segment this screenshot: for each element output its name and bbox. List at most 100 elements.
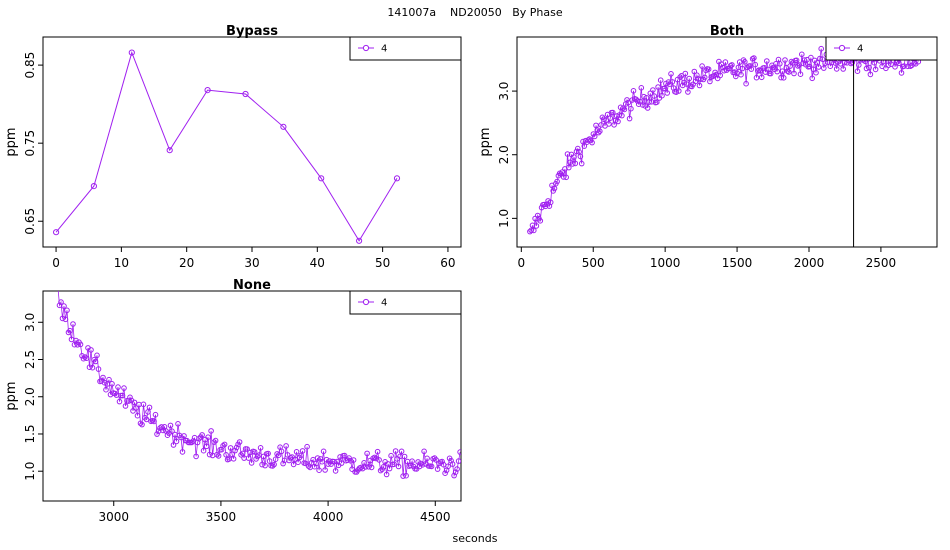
data-point [442, 470, 448, 477]
data-point [376, 457, 382, 463]
data-point [533, 223, 540, 229]
data-point [445, 463, 451, 470]
data-point [607, 115, 614, 121]
x-tick-label: 4000 [313, 510, 344, 524]
data-point [392, 448, 399, 454]
data-point [449, 461, 456, 467]
data-point [175, 421, 181, 427]
data-point [332, 468, 339, 474]
data-point [373, 455, 379, 462]
data-point [866, 64, 872, 71]
data-point [577, 153, 584, 160]
data-point [262, 462, 268, 469]
data-point [626, 115, 633, 122]
x-tick-label: 40 [310, 256, 325, 270]
data-point [88, 347, 94, 353]
legend: 4 [349, 290, 462, 315]
x-tick-label: 50 [375, 256, 390, 270]
data-point [638, 85, 645, 91]
data-point [528, 227, 535, 234]
data-point [280, 460, 286, 467]
data-point [537, 218, 544, 224]
x-tick-label: 20 [179, 256, 194, 270]
y-axis-label: ppm [478, 127, 493, 156]
data-point [791, 70, 797, 77]
data-point [199, 432, 205, 438]
data-point [616, 112, 623, 118]
x-tick-label: 2000 [794, 256, 825, 270]
data-point [139, 421, 145, 428]
data-point [648, 99, 655, 105]
data-point [100, 374, 106, 381]
data-point [317, 456, 324, 462]
data-point [703, 67, 709, 74]
data-point [284, 452, 291, 458]
data-point [433, 457, 439, 463]
data-point [220, 442, 226, 449]
data-point [827, 63, 834, 69]
y-axis-label: ppm [4, 127, 19, 156]
data-point [434, 466, 441, 472]
data-point [109, 381, 115, 387]
data-point [753, 74, 760, 81]
data-point [615, 118, 621, 125]
panel-bypass: Bypass ppm 0 10 20 30 40 50 60 0.65 0.75 0.85 4 [4, 24, 462, 270]
data-point [733, 73, 739, 80]
series-line [55, 51, 398, 242]
data-point [575, 145, 581, 152]
y-tick-label: 2.5 [23, 350, 37, 369]
data-point [365, 464, 372, 470]
data-point [128, 49, 135, 56]
x-tick-label: 10 [114, 256, 129, 270]
data-point [257, 445, 264, 451]
data-point [206, 451, 213, 458]
data-point [779, 68, 786, 74]
data-point [280, 123, 287, 130]
data-point [657, 77, 664, 83]
data-point [338, 460, 345, 466]
data-point [211, 439, 217, 445]
data-point [630, 88, 637, 94]
data-point [699, 63, 705, 69]
data-point [634, 98, 641, 104]
legend-marker [838, 44, 846, 52]
data-point [115, 384, 121, 390]
data-point [742, 59, 748, 65]
data-point [196, 435, 202, 442]
data-point [244, 446, 250, 452]
data-point [188, 439, 195, 446]
data-point [341, 452, 348, 459]
data-point [589, 139, 595, 146]
data-point [374, 448, 381, 455]
data-point [166, 147, 173, 154]
data-point [347, 458, 354, 464]
data-point [212, 437, 219, 444]
data-point [808, 54, 814, 61]
data-point [726, 65, 733, 72]
data-point [655, 84, 661, 90]
data-point [103, 386, 109, 393]
x-tick-label: 0 [517, 256, 525, 270]
data-point [705, 66, 712, 72]
data-point [56, 286, 61, 291]
data-point [454, 466, 460, 472]
x-tick-label: 4500 [420, 510, 451, 524]
data-point [628, 105, 634, 112]
data-point [205, 434, 211, 441]
data-point [62, 316, 69, 323]
panel-both: Both ppm 0 500 1000 1500 2000 2500 1.0 2.0 3.0 4 [478, 24, 938, 270]
data-point [119, 392, 126, 399]
data-point [331, 458, 337, 465]
data-point [678, 73, 685, 79]
data-point [200, 447, 207, 454]
data-point [227, 445, 234, 451]
data-point [242, 90, 249, 98]
data-point [391, 461, 397, 468]
data-point [278, 448, 285, 455]
data-point [112, 390, 118, 397]
data-point [265, 450, 271, 457]
data-point [773, 61, 779, 67]
data-point [293, 449, 300, 455]
page-title: 141007a ND20050 By Phase [387, 6, 563, 19]
data-point [585, 137, 592, 143]
